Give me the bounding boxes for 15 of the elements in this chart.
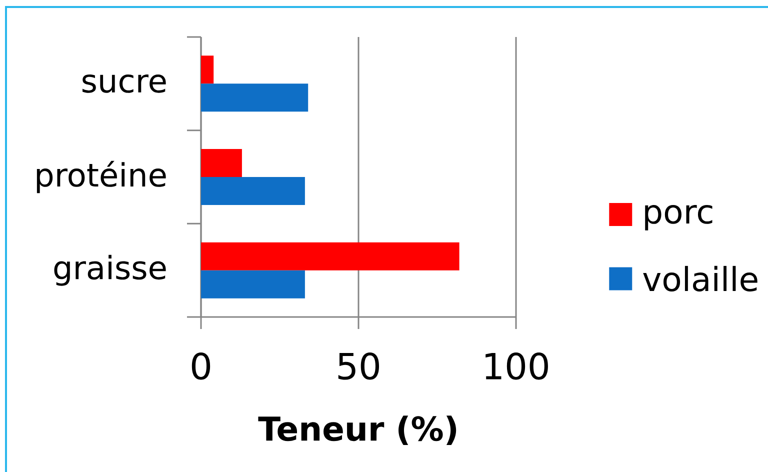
y-tick-label: protéine [36, 160, 166, 194]
bar [201, 242, 460, 270]
bar [201, 177, 305, 206]
x-tick-label: 100 [486, 352, 548, 380]
legend-label: volaille [643, 266, 758, 292]
y-tick-label: sucre [82, 74, 166, 93]
x-tick-label: 50 [338, 352, 380, 380]
bar [201, 270, 305, 298]
legend-label: porc [645, 204, 712, 230]
x-tick-label: 0 [192, 352, 210, 380]
bar [201, 149, 242, 178]
y-tick-label: graisse [54, 254, 166, 286]
x-axis-title: Teneur (%) [258, 416, 456, 445]
bar [201, 56, 214, 84]
bar [201, 84, 308, 112]
